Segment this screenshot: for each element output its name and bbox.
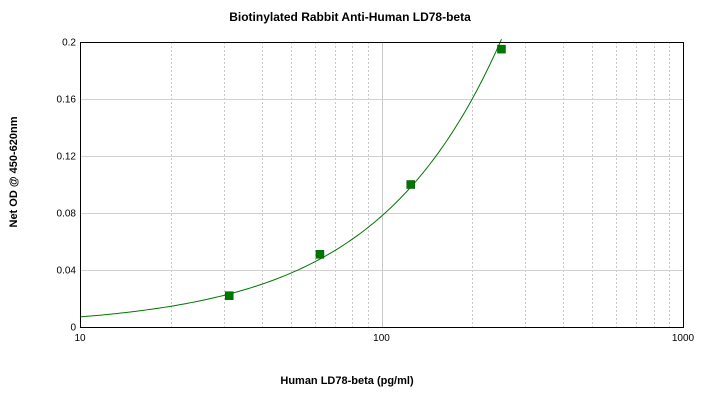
data-point	[224, 291, 234, 300]
y-tick-label: 0	[70, 323, 76, 334]
data-point	[497, 44, 506, 54]
y-tick-label: 0.04	[57, 266, 77, 277]
x-tick-label: 100	[373, 333, 390, 344]
data-point	[315, 250, 325, 259]
fit-curve	[79, 38, 502, 318]
x-tick-labels: 10 100 1000	[74, 333, 694, 344]
x-tick-label: 1000	[672, 333, 695, 344]
y-tick-label: 0.2	[62, 38, 76, 49]
x-axis-label: Human LD78-beta (pg/ml)	[280, 375, 414, 387]
chart-title: Biotinylated Rabbit Anti-Human LD78-beta	[229, 10, 471, 24]
data-points	[224, 44, 506, 300]
x-tick-label: 10	[74, 333, 86, 344]
y-tick-label: 0.16	[57, 95, 77, 106]
y-tick-labels: 0 0.04 0.08 0.12 0.16 0.2	[57, 38, 77, 334]
data-point	[406, 180, 415, 189]
y-tick-label: 0.12	[57, 152, 77, 163]
plot-frame	[80, 42, 684, 328]
y-tick-label: 0.08	[57, 209, 77, 220]
grid	[80, 42, 683, 327]
y-axis-label: Net OD @ 450-620nm	[8, 116, 20, 227]
